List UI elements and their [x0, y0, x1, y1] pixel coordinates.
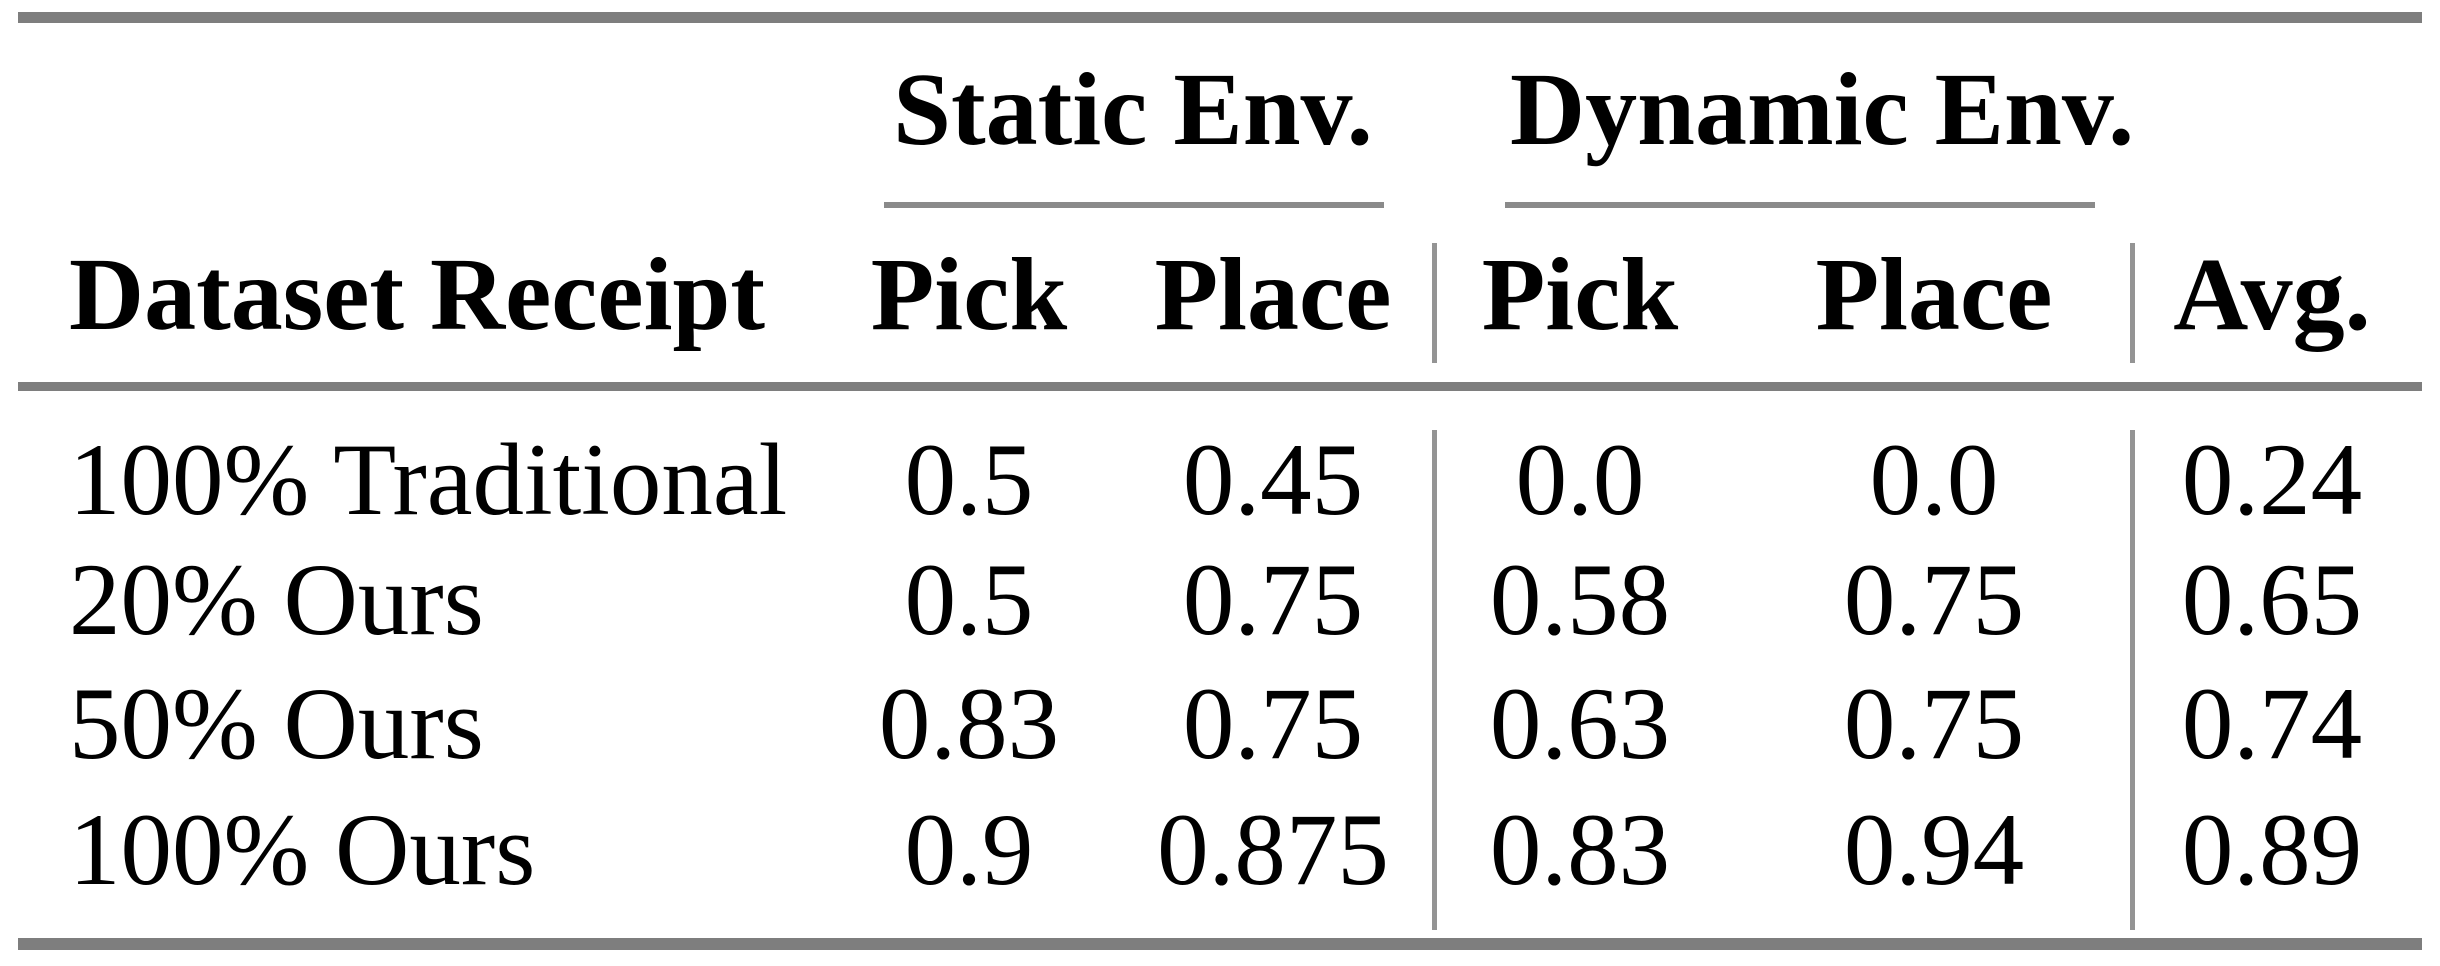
cell-value: 0.74: [2181, 667, 2363, 781]
col-header-pick-dynamic: Pick: [1481, 237, 1679, 352]
cell-value: 0.63: [1489, 667, 1671, 781]
row-label: 100% Traditional: [69, 423, 788, 537]
cell-value: 0.0: [1869, 423, 1999, 537]
bottom-rule: [18, 938, 2422, 950]
row-label: 20% Ours: [69, 543, 484, 657]
row-label: 100% Ours: [69, 793, 536, 907]
cell-value: 0.89: [2181, 793, 2363, 907]
group-header-dynamic-env: Dynamic Env.: [1510, 52, 2135, 167]
col-header-avg: Avg.: [2173, 237, 2371, 352]
row-label: 50% Ours: [69, 667, 484, 781]
cell-value: 0.9: [904, 793, 1034, 907]
cell-value: 0.5: [904, 543, 1034, 657]
separator-static-dynamic-body: [1432, 430, 1437, 930]
group-header-static-env: Static Env.: [893, 52, 1373, 167]
cell-value: 0.58: [1489, 543, 1671, 657]
col-header-dataset-receipt: Dataset Receipt: [69, 237, 765, 352]
cell-value: 0.45: [1182, 423, 1364, 537]
separator-static-dynamic-header: [1432, 243, 1437, 363]
cell-value: 0.0: [1515, 423, 1645, 537]
cell-value: 0.75: [1182, 543, 1364, 657]
cell-value: 0.5: [904, 423, 1034, 537]
dynamic-env-cmidrule: [1505, 202, 2095, 208]
cell-value: 0.94: [1843, 793, 2025, 907]
separator-avg-body: [2130, 430, 2135, 930]
cell-value: 0.875: [1157, 793, 1389, 907]
separator-avg-header: [2130, 243, 2135, 363]
static-env-cmidrule: [884, 202, 1384, 208]
cell-value: 0.75: [1182, 667, 1364, 781]
col-header-place-dynamic: Place: [1815, 237, 2053, 352]
top-rule: [18, 12, 2422, 23]
col-header-place-static: Place: [1154, 237, 1392, 352]
col-header-pick-static: Pick: [870, 237, 1068, 352]
cell-value: 0.24: [2181, 423, 2363, 537]
header-rule: [18, 382, 2422, 391]
cell-value: 0.83: [878, 667, 1060, 781]
cell-value: 0.75: [1843, 543, 2025, 657]
cell-value: 0.83: [1489, 793, 1671, 907]
cell-value: 0.75: [1843, 667, 2025, 781]
cell-value: 0.65: [2181, 543, 2363, 657]
